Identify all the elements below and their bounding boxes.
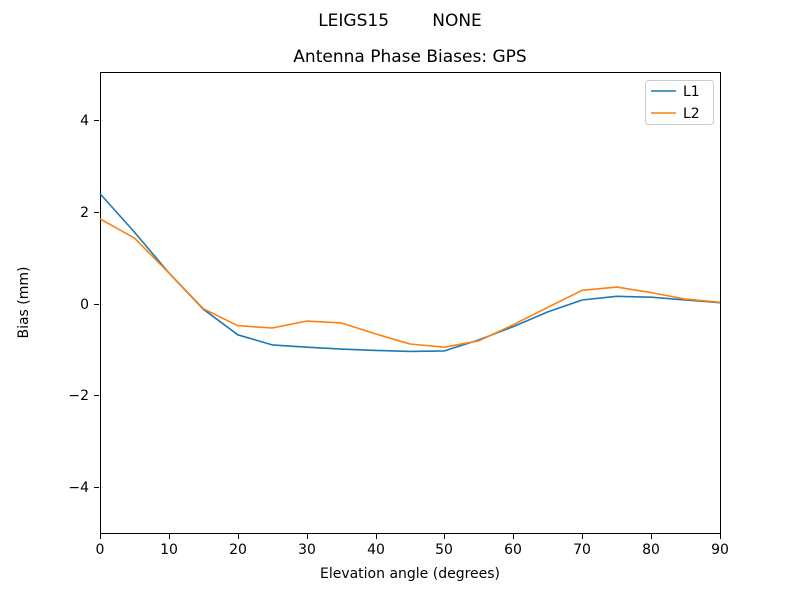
x-tick-label: 60 — [504, 542, 522, 558]
x-tick-label: 70 — [573, 542, 591, 558]
x-tick-label: 40 — [367, 542, 385, 558]
series-line-L2 — [99, 218, 721, 349]
legend-label-L2: L2 — [683, 106, 700, 122]
y-tick-label: −4 — [68, 480, 89, 496]
x-tick-label: 50 — [435, 542, 453, 558]
plot-border — [100, 72, 721, 534]
legend-box — [645, 80, 714, 125]
x-tick-label: 20 — [229, 542, 247, 558]
x-tick-label: 0 — [96, 542, 105, 558]
y-axis-label: Bias (mm) — [16, 266, 32, 338]
y-tick-label: −2 — [68, 388, 89, 404]
y-tick-label: 2 — [80, 205, 89, 221]
series-line-L1 — [99, 193, 721, 353]
x-tick-label: 80 — [642, 542, 660, 558]
chart-title: Antenna Phase Biases: GPS — [293, 47, 527, 67]
x-axis-label: Elevation angle (degrees) — [320, 566, 500, 582]
x-tick-label: 30 — [298, 542, 316, 558]
y-tick-label: 0 — [80, 297, 89, 313]
x-tick-label: 10 — [160, 542, 178, 558]
legend-label-L1: L1 — [683, 84, 700, 100]
y-tick-label: 4 — [80, 113, 89, 129]
figure-suptitle: LEIGS15 NONE — [318, 11, 482, 31]
x-tick-label: 90 — [711, 542, 729, 558]
